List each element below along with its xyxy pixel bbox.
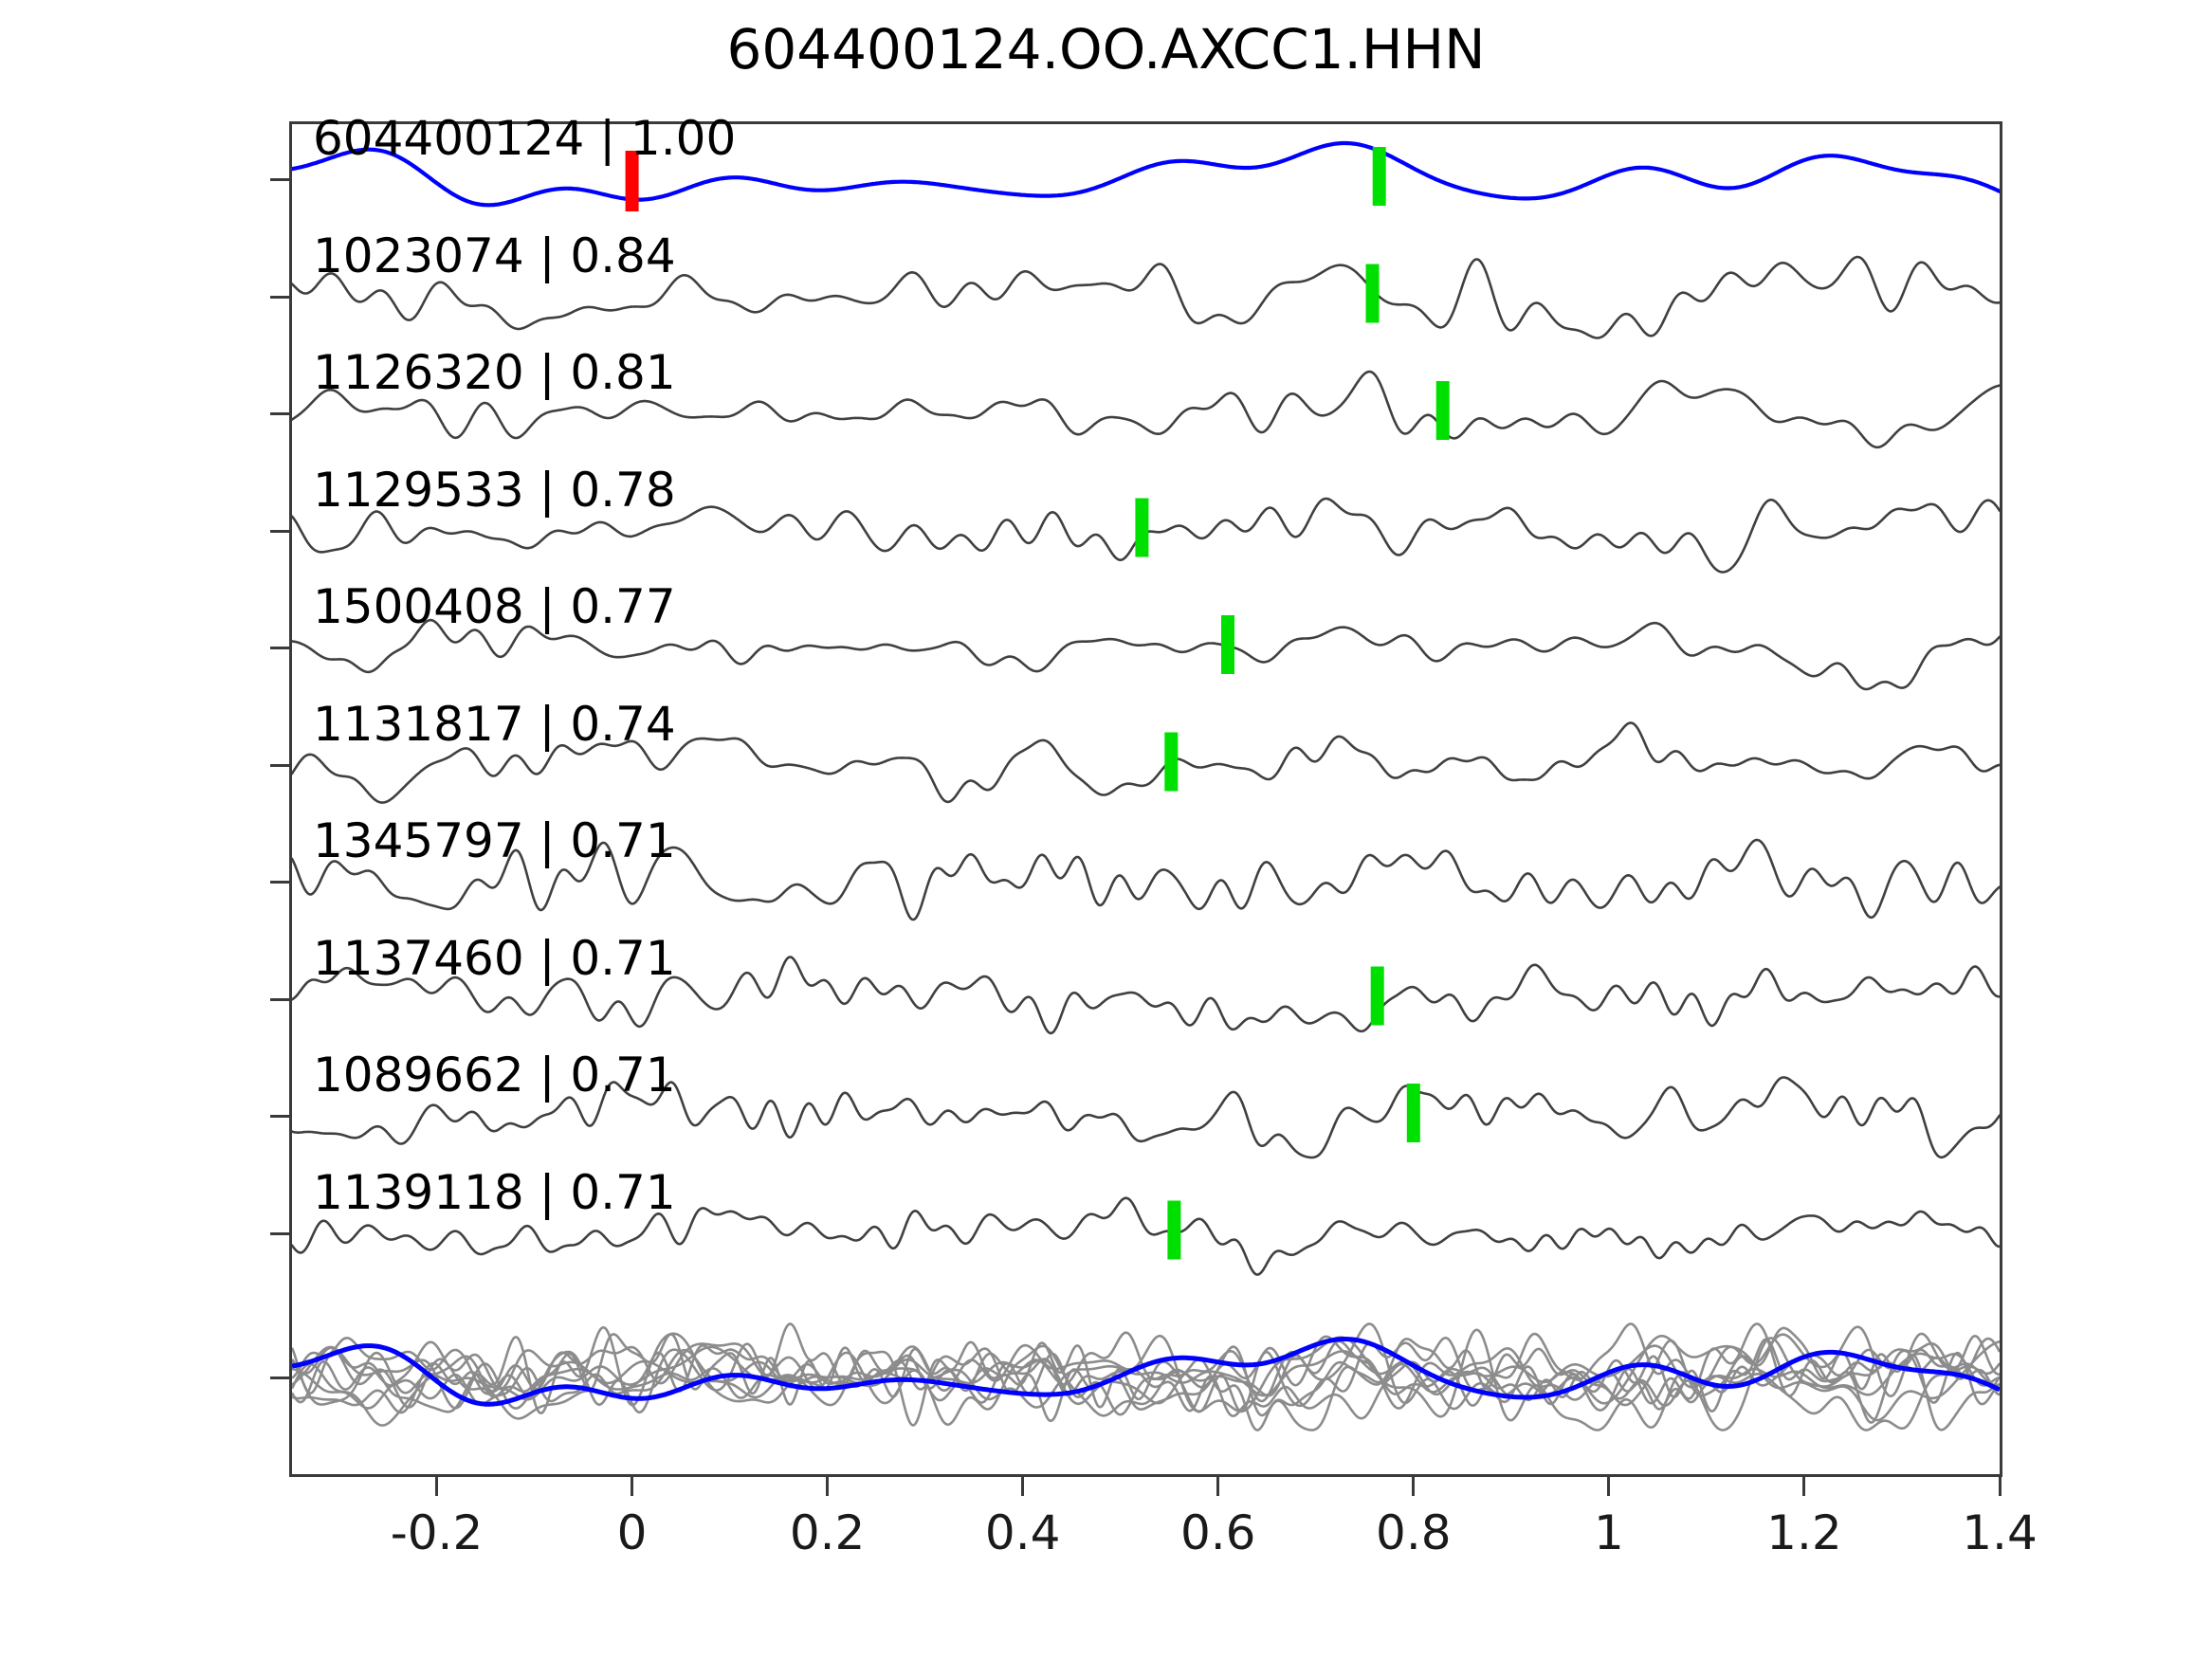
x-tick: [826, 1477, 830, 1496]
row-label-1089662: 1089662 | 0.71: [313, 1048, 676, 1103]
row-label-1126320: 1126320 | 0.81: [313, 345, 676, 400]
x-tick-label: 0.8: [1376, 1505, 1452, 1560]
row-label-1500408: 1500408 | 0.77: [313, 579, 676, 634]
detection-pick-marker: [1406, 1084, 1420, 1142]
row-label-1345797: 1345797 | 0.71: [313, 813, 676, 868]
y-tick: [270, 1376, 289, 1379]
page-title: 604400124.OO.AXCC1.HHN: [726, 17, 1486, 82]
detection-pick-marker: [1164, 732, 1179, 792]
waveform-trace: [292, 1076, 2000, 1159]
row-label-1023074: 1023074 | 0.84: [313, 228, 676, 283]
detection-pick-marker: [1167, 1200, 1181, 1260]
x-tick-label: 0.4: [984, 1505, 1061, 1560]
plot-axes: [289, 121, 2002, 1477]
row-label-604400124: 604400124 | 1.00: [313, 111, 737, 166]
waveform-trace: [292, 956, 2000, 1035]
x-tick-label: 1.2: [1766, 1505, 1842, 1560]
x-tick: [434, 1477, 438, 1496]
x-tick: [1021, 1477, 1025, 1496]
waveform-trace: [292, 1196, 2000, 1276]
detection-pick-marker: [1365, 264, 1380, 323]
y-tick: [270, 1115, 289, 1118]
stack-trace: [292, 1331, 2000, 1431]
detection-pick-marker: [1370, 966, 1384, 1026]
x-tick-label: 0.2: [789, 1505, 866, 1560]
detection-pick-marker: [1372, 147, 1386, 206]
y-tick: [270, 295, 289, 299]
stack-trace: [292, 1322, 2000, 1423]
x-tick: [1412, 1477, 1416, 1496]
row-label-1137460: 1137460 | 0.71: [313, 930, 676, 986]
x-tick: [1216, 1477, 1220, 1496]
y-tick: [270, 763, 289, 767]
x-tick-label: 0.6: [1179, 1505, 1256, 1560]
waveform-trace: [292, 255, 2000, 339]
x-tick: [1607, 1477, 1611, 1496]
y-tick: [270, 881, 289, 884]
detection-pick-marker: [1135, 498, 1149, 557]
detection-pick-marker: [1435, 381, 1450, 440]
row-label-1129533: 1129533 | 0.78: [313, 462, 676, 518]
stack-trace: [292, 1325, 2000, 1431]
waveform-canvas: [292, 140, 2000, 1431]
x-tick-label: 0: [616, 1505, 648, 1560]
waveform-trace: [292, 618, 2000, 691]
waveform-trace: [292, 370, 2000, 449]
row-label-1139118: 1139118 | 0.71: [313, 1164, 676, 1220]
y-tick: [270, 647, 289, 649]
template-pick-marker: [625, 151, 639, 211]
detection-pick-marker: [1221, 615, 1234, 674]
y-tick: [270, 1231, 289, 1235]
waveform-trace: [292, 140, 2000, 208]
stack-trace: [292, 1322, 2000, 1427]
y-tick: [270, 529, 289, 533]
x-tick: [631, 1477, 634, 1496]
stack-template-trace: [292, 1337, 2000, 1407]
waveform-trace: [292, 838, 2000, 921]
y-tick: [270, 412, 289, 415]
row-label-1131817: 1131817 | 0.74: [313, 696, 676, 752]
x-tick: [1998, 1477, 2002, 1496]
x-tick-label: 1: [1593, 1505, 1624, 1560]
x-tick-label: 1.4: [1962, 1505, 2038, 1560]
waveform-trace: [292, 721, 2000, 804]
y-tick: [270, 178, 289, 181]
x-tick-label: -0.2: [390, 1505, 484, 1560]
y-tick: [270, 997, 289, 1001]
x-tick: [1802, 1477, 1806, 1496]
